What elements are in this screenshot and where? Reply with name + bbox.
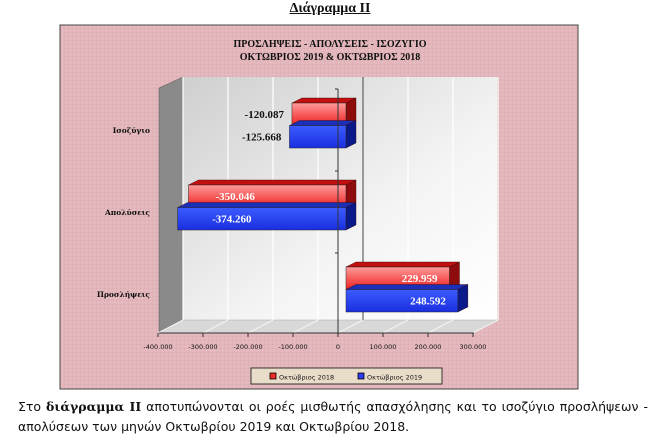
legend: Οκτώβριος 2018 Οκτώβριος 2019 — [250, 367, 443, 385]
paragraph-prefix: Στο — [18, 399, 47, 414]
legend-label-2018: Οκτώβριος 2018 — [279, 374, 334, 382]
data-label: 248.592 — [410, 296, 446, 308]
side-wall — [158, 76, 184, 334]
x-tick-label: 300.000 — [460, 343, 487, 351]
bar-2018-1: -350.046 — [188, 179, 357, 208]
x-tick-label: -200.000 — [233, 343, 262, 351]
data-label: -350.046 — [216, 191, 256, 203]
paragraph-rest: αποτυπώνονται οι ροές μισθωτής απασχόλησ… — [18, 399, 648, 434]
legend-swatch-2019 — [357, 372, 365, 380]
category-label: Ισοζύγιο — [113, 126, 150, 135]
x-tick-label: -400.000 — [143, 343, 172, 351]
floor-gridline — [292, 319, 319, 334]
data-label: 229.959 — [402, 273, 438, 285]
legend-label-2019: Οκτώβριος 2019 — [367, 374, 422, 382]
x-tick-label: 0 — [336, 343, 340, 351]
x-tick-label: -100.000 — [278, 343, 307, 351]
data-label: -374.260 — [212, 214, 252, 226]
x-tick-label: 100.000 — [370, 343, 397, 351]
floor-gridline — [427, 319, 454, 334]
bar-2019-2: 248.592 — [345, 284, 469, 313]
chart-title-line-2: ΟΚΤΩΒΡΙΟΣ 2019 & ΟΚΤΩΒΡΙΟΣ 2018 — [240, 52, 420, 63]
floor — [158, 319, 498, 334]
legend-swatch-2018 — [269, 372, 277, 380]
x-tick-label: -300.000 — [188, 343, 217, 351]
category-label: Προσλήψεις — [97, 290, 151, 299]
data-label: -120.087 — [245, 109, 285, 121]
floor-gridline — [157, 319, 184, 334]
caption-paragraph: Στο διάγραμμα ΙΙ αποτυπώνονται οι ροές μ… — [18, 397, 648, 437]
x-tick-label: 200.000 — [415, 343, 442, 351]
figure-heading: Διάγραμμα ΙΙ — [289, 1, 371, 16]
data-label: -125.668 — [242, 132, 282, 144]
bar-2019-1: -374.260 — [177, 202, 357, 231]
paragraph-bold: διάγραμμα ΙΙ — [46, 399, 142, 414]
floor-gridline — [382, 319, 409, 334]
floor-gridline — [247, 319, 274, 334]
bar-2019-0: -125.668 — [242, 120, 357, 149]
floor-gridline — [472, 319, 499, 334]
floor-gridline — [202, 319, 229, 334]
bar-2018-2: 229.959 — [345, 261, 460, 290]
chart-title-line-1: ΠΡΟΣΛΗΨΕΙΣ - ΑΠΟΛΥΣΕΙΣ - ΙΣΟΖΥΓΙΟ — [233, 39, 426, 50]
bar-2018-0: -120.087 — [245, 97, 357, 126]
category-label: Απολύσεις — [104, 208, 150, 217]
floor-gridline — [337, 319, 364, 334]
